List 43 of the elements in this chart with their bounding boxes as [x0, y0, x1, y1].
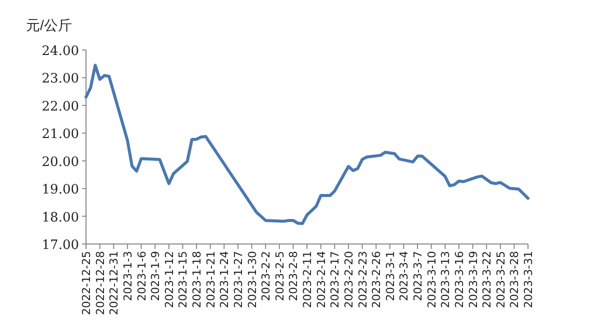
x-tick-label: 2023-2-26: [370, 251, 384, 308]
y-tick-label: 22.00: [42, 99, 79, 114]
y-tick-label: 23.00: [42, 72, 79, 87]
x-tick-label: 2023-2-17: [328, 251, 342, 308]
x-tick-label: 2023-3-4: [398, 251, 411, 301]
line-series: [84, 64, 530, 225]
x-tick-label: 2023-1-27: [232, 251, 245, 308]
x-tick-label: 2023-2-2: [260, 251, 273, 301]
x-tick-label: 2023-2-20: [342, 251, 356, 308]
y-axis-title: 元/公斤: [26, 17, 72, 33]
x-tick-label: 2023-3-13: [439, 251, 452, 308]
x-tick-label: 2023-3-31: [522, 251, 535, 308]
x-tick-label: 2023-3-25: [494, 251, 508, 308]
x-tick-label: 2023-3-28: [508, 251, 522, 308]
x-tick-label: 2023-3-7: [412, 251, 424, 301]
x-tick-label: 2023-2-5: [273, 251, 286, 301]
x-tick-label: 2023-3-10: [425, 251, 438, 308]
x-tick-label: 2023-1-21: [204, 251, 218, 308]
x-tick-label: 2023-1-18: [190, 251, 204, 308]
x-tick-label: 2023-1-6: [135, 251, 148, 301]
x-tick-label: 2023-3-1: [384, 251, 397, 301]
y-tick-label: 18.00: [42, 210, 79, 226]
y-tick-label: 20.00: [42, 154, 79, 170]
x-tick-label: 2023-3-19: [466, 251, 480, 308]
x-tick-label: 2023-1-24: [218, 251, 232, 308]
x-tick-label: 2023-2-11: [301, 251, 314, 308]
x-tick-label: 2023-1-3: [121, 251, 134, 301]
x-tick-label: 2023-1-9: [149, 251, 162, 301]
x-tick-label: 2023-2-14: [314, 251, 328, 308]
x-tick-label: 2022-12-28: [94, 251, 107, 315]
y-tick-label: 24.00: [42, 44, 79, 59]
x-tick-label: 2023-1-15: [176, 251, 190, 308]
x-tick-label: 2023-2-8: [287, 251, 300, 301]
x-tick-label: 2022-12-31: [108, 251, 121, 315]
y-tick-label: 17.00: [42, 238, 79, 253]
x-tick-label: 2022-12-25: [80, 251, 93, 315]
x-tick-label: 2023-2-23: [356, 251, 370, 308]
y-tick-label: 21.00: [42, 127, 79, 142]
y-tick-label: 19.00: [42, 182, 79, 198]
x-tick-label: 2023-3-16: [452, 251, 466, 308]
x-tick-label: 2023-3-22: [480, 251, 494, 308]
x-tick-label: 2023-1-12: [162, 251, 176, 308]
x-tick-label: 2023-1-30: [246, 251, 259, 308]
